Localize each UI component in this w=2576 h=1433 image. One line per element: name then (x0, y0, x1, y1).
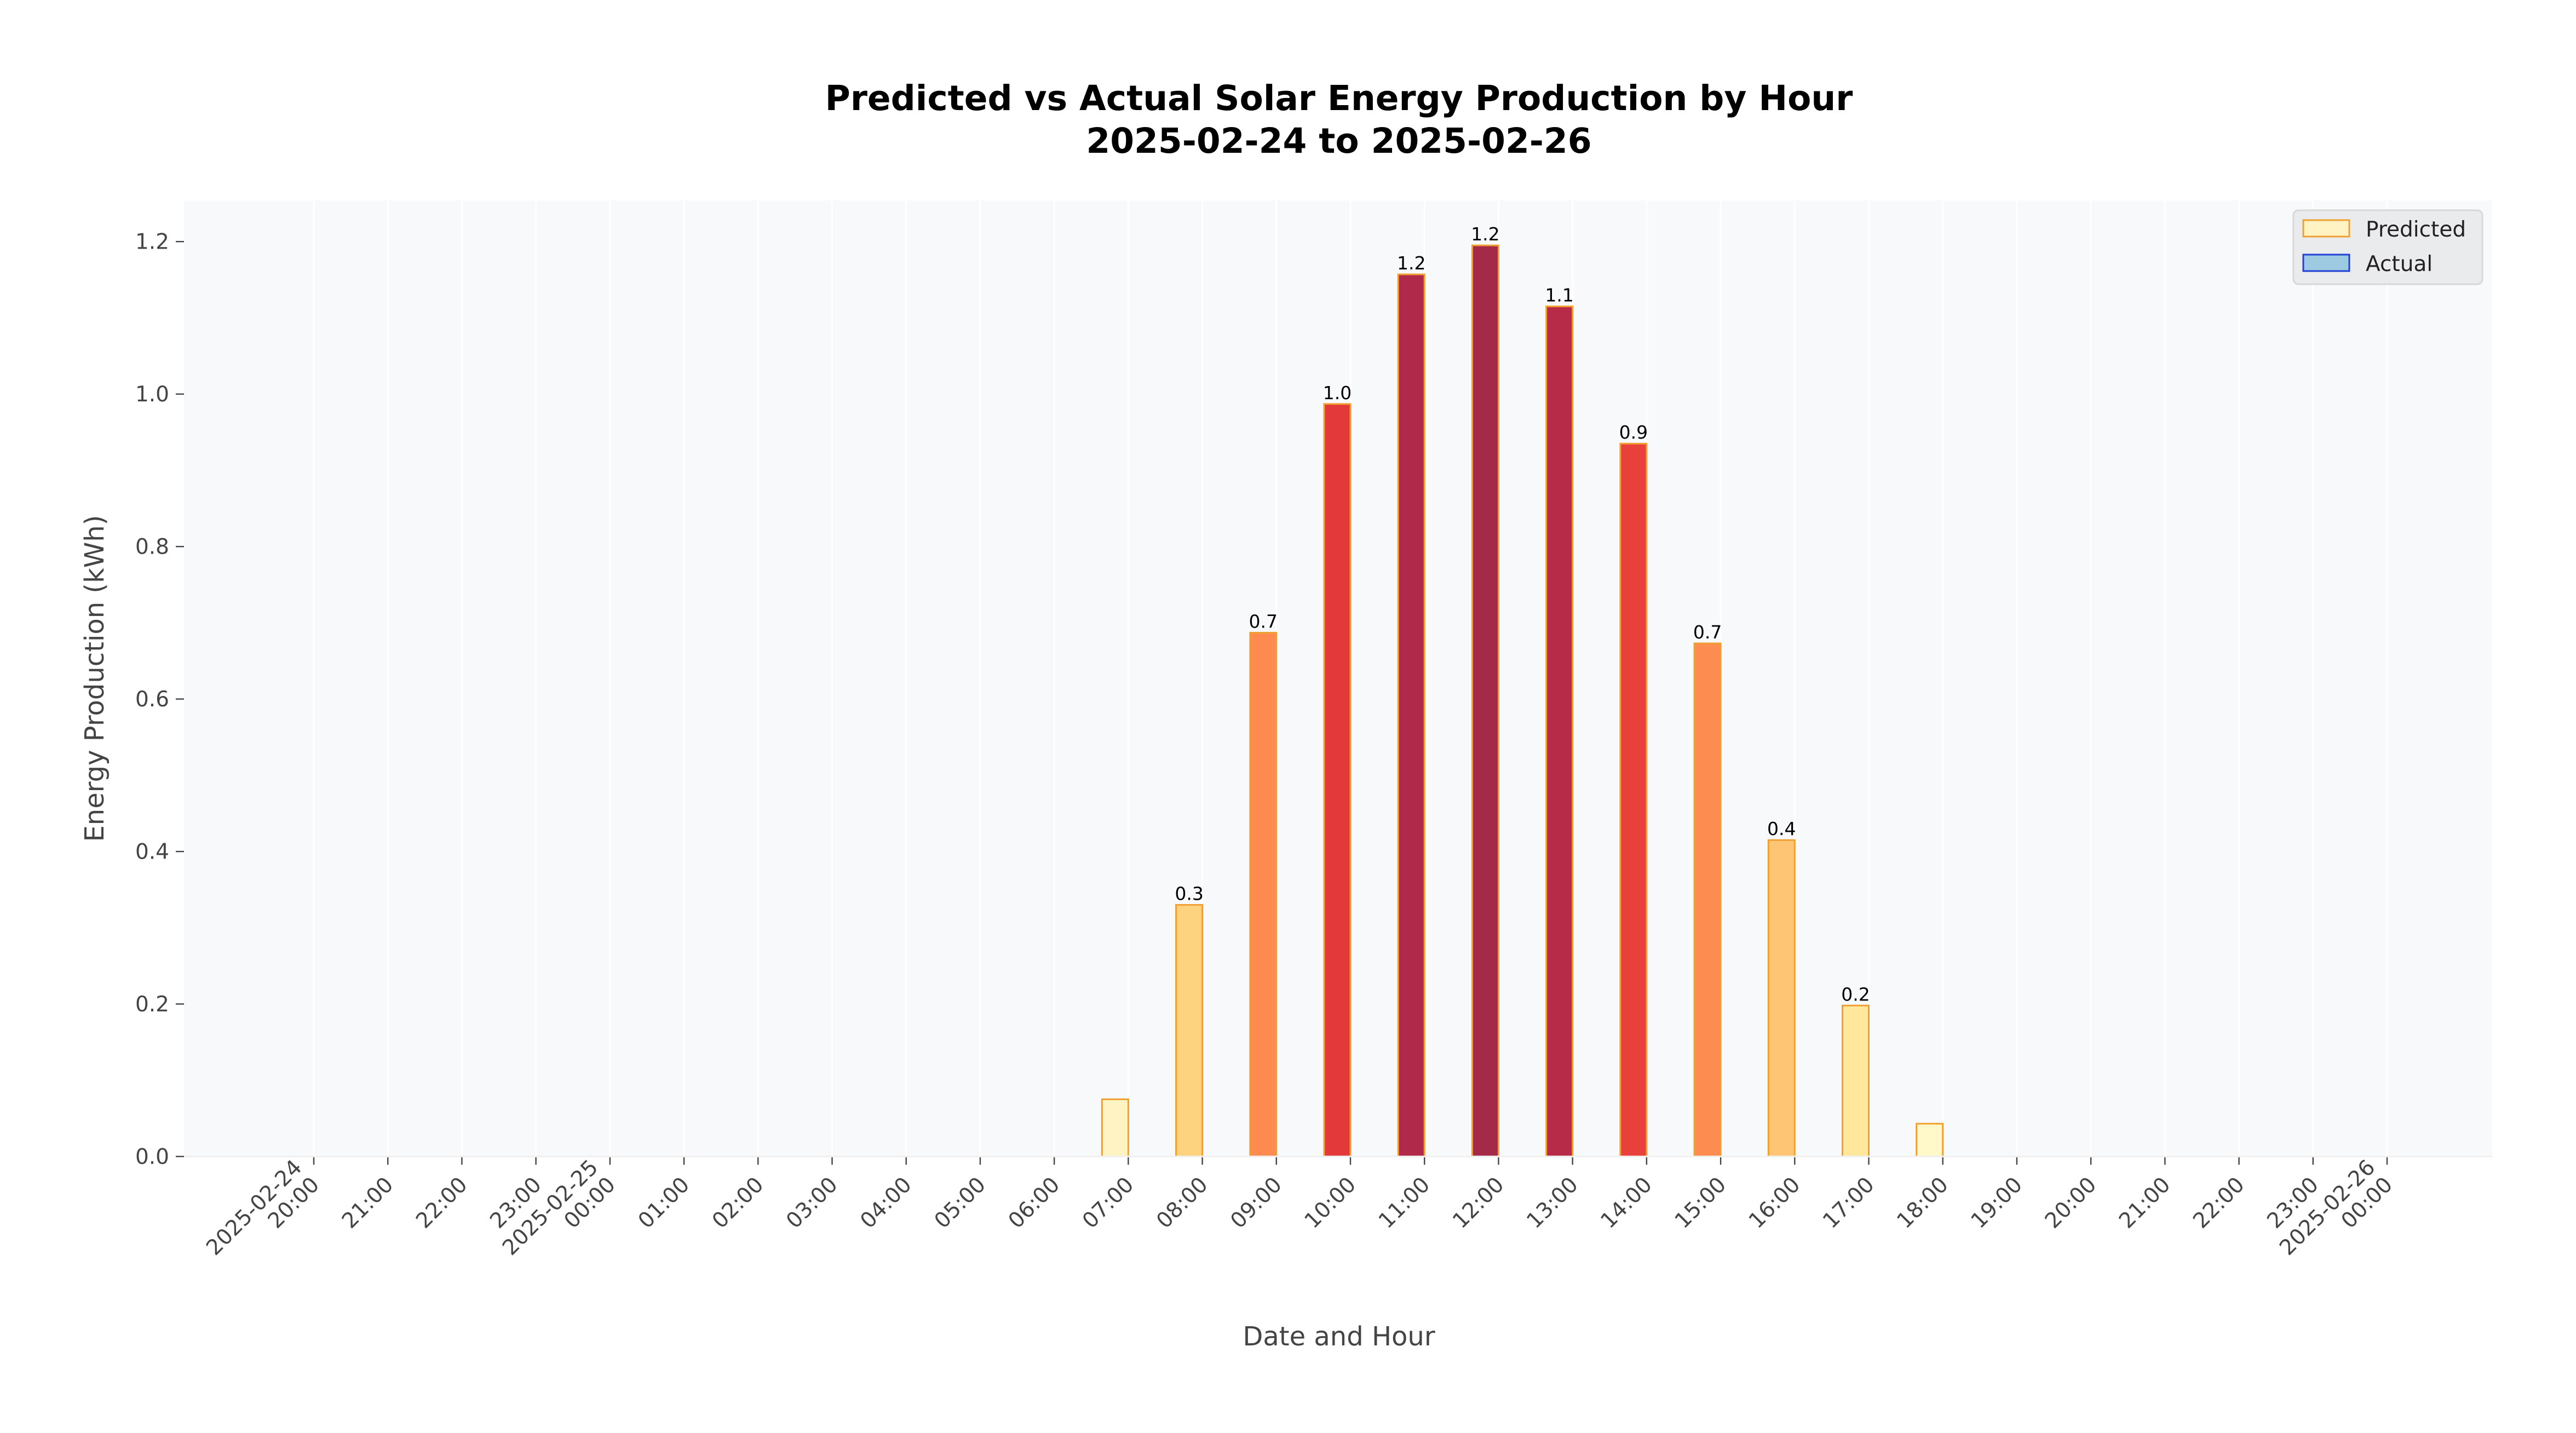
x-tick-label: 20:00 (2040, 1172, 2101, 1233)
x-tick-group: 14:00 (1596, 1172, 1657, 1233)
x-tick-label: 14:00 (1596, 1172, 1657, 1233)
x-tick-group: 17:00 (1818, 1172, 1879, 1233)
x-tick-group: 19:00 (1967, 1172, 2027, 1233)
x-tick-group: 02:00 (708, 1172, 768, 1233)
x-tick-label: 19:00 (1967, 1172, 2027, 1233)
x-tick-label: 21:00 (337, 1172, 398, 1233)
bar (1693, 642, 1722, 1158)
x-tick-label: 08:00 (1152, 1172, 1212, 1233)
value-label: 0.7 (1249, 611, 1278, 632)
y-tick-label: 1.2 (135, 230, 169, 255)
bar (1175, 904, 1204, 1158)
x-tick-label: 16:00 (1744, 1172, 1805, 1233)
x-tick-group: 21:00 (2114, 1172, 2175, 1233)
x-tick-group: 21:00 (337, 1172, 398, 1233)
bar (1545, 306, 1574, 1158)
legend-swatch (2302, 219, 2350, 238)
y-tick-label: 0.4 (135, 840, 169, 865)
x-tick-group: 22:00 (411, 1172, 472, 1233)
value-label: 0.7 (1693, 621, 1722, 643)
x-tick-label: 22:00 (2188, 1172, 2249, 1233)
x-tick-label: 07:00 (1078, 1172, 1138, 1233)
x-tick-group: 18:00 (1892, 1172, 1953, 1233)
chart-title: Predicted vs Actual Solar Energy Product… (825, 78, 1853, 118)
x-tick-group: 08:00 (1152, 1172, 1212, 1233)
x-tick-label: 2025-02-2420:00 (202, 1155, 324, 1278)
x-tick-group: 22:00 (2188, 1172, 2249, 1233)
x-tick-group: 13:00 (1522, 1172, 1583, 1233)
y-tick-label: 0.6 (135, 687, 169, 712)
bar (1471, 244, 1499, 1158)
x-tick-label: 11:00 (1374, 1172, 1435, 1233)
bar (1323, 403, 1352, 1158)
legend-label: Predicted (2366, 217, 2466, 242)
x-tick-label: 12:00 (1448, 1172, 1509, 1233)
bar (1842, 1004, 1870, 1158)
x-tick-group: 01:00 (634, 1172, 694, 1233)
value-label: 1.2 (1397, 252, 1425, 274)
legend-swatch (2302, 254, 2350, 272)
y-tick-label: 0.2 (135, 992, 169, 1017)
bar (1397, 273, 1425, 1158)
x-tick-label: 22:00 (411, 1172, 472, 1233)
x-tick-group: 09:00 (1226, 1172, 1287, 1233)
x-tick-group: 2025-02-2420:00 (202, 1155, 324, 1278)
chart-subtitle: 2025-02-24 to 2025-02-26 (1086, 121, 1591, 161)
x-tick-group: 20:00 (2040, 1172, 2101, 1233)
x-tick-group: 04:00 (855, 1172, 916, 1233)
x-tick-group: 10:00 (1300, 1172, 1361, 1233)
x-tick-group: 11:00 (1374, 1172, 1435, 1233)
x-tick-group: 15:00 (1670, 1172, 1731, 1233)
bar (1767, 839, 1796, 1158)
bar (1916, 1123, 1944, 1158)
value-label: 0.3 (1175, 883, 1203, 905)
x-tick-label: 03:00 (781, 1172, 842, 1233)
value-label: 1.0 (1323, 382, 1352, 404)
bar (1249, 631, 1278, 1158)
bar (1101, 1098, 1129, 1158)
x-tick-label: 15:00 (1670, 1172, 1731, 1233)
x-tick-label: 21:00 (2114, 1172, 2175, 1233)
x-tick-label: 10:00 (1300, 1172, 1361, 1233)
value-label: 0.2 (1841, 983, 1870, 1005)
x-tick-group: 16:00 (1744, 1172, 1805, 1233)
x-tick-label: 13:00 (1522, 1172, 1583, 1233)
x-tick-label: 05:00 (930, 1172, 991, 1233)
x-tick-group: 06:00 (1004, 1172, 1065, 1233)
value-label: 0.4 (1767, 818, 1796, 839)
x-tick-label: 02:00 (708, 1172, 768, 1233)
y-axis-label: Energy Production (kWh) (79, 515, 110, 842)
y-tick-label: 0.0 (135, 1145, 169, 1170)
x-tick-group: 03:00 (781, 1172, 842, 1233)
x-tick-label: 01:00 (634, 1172, 694, 1233)
y-tick-label: 0.8 (135, 535, 169, 560)
x-tick-label: 17:00 (1818, 1172, 1879, 1233)
x-tick-label: 06:00 (1004, 1172, 1065, 1233)
x-tick-label: 09:00 (1226, 1172, 1287, 1233)
value-label: 1.2 (1471, 223, 1499, 245)
y-tick-label: 1.0 (135, 382, 169, 407)
x-tick-label: 04:00 (855, 1172, 916, 1233)
x-tick-group: 05:00 (930, 1172, 991, 1233)
value-label: 0.9 (1619, 422, 1648, 443)
bar (1619, 442, 1648, 1158)
value-label: 1.1 (1545, 285, 1573, 306)
x-tick-label: 18:00 (1892, 1172, 1953, 1233)
x-axis-label: Date and Hour (1243, 1321, 1435, 1352)
x-tick-group: 07:00 (1078, 1172, 1138, 1233)
x-tick-group: 12:00 (1448, 1172, 1509, 1233)
legend-label: Actual (2366, 252, 2433, 277)
